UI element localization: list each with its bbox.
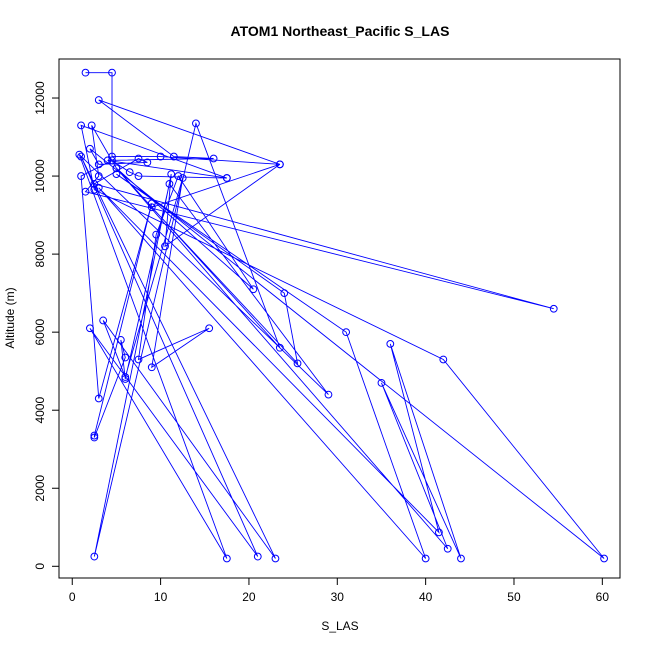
data-point xyxy=(134,355,143,364)
data-point xyxy=(386,339,395,348)
data-point xyxy=(134,172,143,180)
data-point xyxy=(86,144,94,153)
data-point xyxy=(549,304,558,313)
data-point xyxy=(108,152,116,161)
data-point xyxy=(271,554,280,563)
data-point xyxy=(147,199,156,208)
y-tick-label: 12000 xyxy=(33,81,47,115)
x-tick-label: 0 xyxy=(69,590,76,604)
data-point xyxy=(147,363,156,372)
data-point xyxy=(81,68,90,77)
x-tick-label: 50 xyxy=(507,590,521,604)
data-point xyxy=(94,160,103,169)
y-axis-label: Altitude (m) xyxy=(3,287,17,348)
data-point xyxy=(600,554,608,563)
data-point xyxy=(108,156,116,165)
data-point xyxy=(121,375,130,383)
data-point xyxy=(253,552,262,561)
data-point xyxy=(275,160,284,169)
data-point xyxy=(192,119,200,128)
y-tick-label: 10000 xyxy=(33,159,47,193)
data-point xyxy=(324,390,333,399)
y-axis: 0 2000 4000 6000 8000 10000 12000 xyxy=(33,81,60,570)
data-point xyxy=(439,355,448,364)
data-point xyxy=(209,154,218,163)
data-point xyxy=(90,185,99,194)
y-tick-label: 2000 xyxy=(33,475,47,502)
data-point xyxy=(457,554,465,563)
plot-frame xyxy=(58,58,621,579)
data-point xyxy=(165,179,174,188)
data-point xyxy=(134,154,143,163)
data-point xyxy=(90,552,99,561)
data-point xyxy=(112,170,121,179)
data-point xyxy=(103,156,112,165)
data-point xyxy=(205,324,214,333)
series-layer xyxy=(78,72,605,559)
y-tick-label: 4000 xyxy=(33,397,47,424)
points-layer xyxy=(75,68,608,563)
data-point xyxy=(143,158,152,167)
data-point xyxy=(94,96,103,104)
series-line xyxy=(78,72,605,559)
data-point xyxy=(90,433,99,442)
data-point xyxy=(86,324,94,333)
plot-area xyxy=(58,58,621,579)
x-tick-label: 20 xyxy=(242,590,256,604)
x-axis: 0 10 20 30 40 50 60 xyxy=(69,577,610,604)
data-point xyxy=(108,68,116,77)
data-point xyxy=(77,152,85,161)
data-point xyxy=(81,187,90,196)
data-point xyxy=(125,168,134,177)
data-point xyxy=(94,183,103,192)
data-point xyxy=(178,174,187,182)
data-point xyxy=(249,285,258,294)
data-point xyxy=(443,544,452,553)
y-tick-label: 0 xyxy=(33,563,47,570)
data-point xyxy=(99,316,108,325)
data-point xyxy=(94,172,103,180)
x-tick-label: 30 xyxy=(331,590,345,604)
data-point xyxy=(116,336,125,344)
data-point xyxy=(147,203,156,212)
data-point xyxy=(90,179,99,188)
data-point xyxy=(77,121,85,130)
data-point xyxy=(90,431,99,440)
data-point xyxy=(167,170,176,179)
chart-title: ATOM1 Northeast_Pacific S_LAS xyxy=(231,23,450,39)
x-tick-label: 10 xyxy=(154,590,168,604)
data-point xyxy=(77,172,85,180)
data-point xyxy=(87,121,96,130)
data-point xyxy=(174,172,183,180)
data-point xyxy=(222,174,231,182)
data-point xyxy=(377,378,386,387)
data-point xyxy=(156,152,165,161)
data-point xyxy=(75,150,84,159)
x-tick-label: 60 xyxy=(596,590,610,604)
data-point xyxy=(94,394,103,403)
y-tick-label: 6000 xyxy=(33,318,47,345)
data-point xyxy=(222,554,231,563)
data-point xyxy=(112,164,121,173)
x-axis-label: S_LAS xyxy=(321,619,358,633)
data-point xyxy=(121,353,130,362)
data-point xyxy=(280,289,289,298)
data-point xyxy=(421,554,430,563)
x-tick-label: 40 xyxy=(419,590,433,604)
data-point xyxy=(342,328,351,337)
data-point xyxy=(434,528,443,537)
data-point xyxy=(275,343,284,352)
data-point xyxy=(152,230,161,239)
y-tick-label: 8000 xyxy=(33,240,47,267)
data-point xyxy=(121,373,130,381)
data-point xyxy=(161,242,169,251)
data-point xyxy=(293,359,302,368)
data-point xyxy=(169,152,178,161)
